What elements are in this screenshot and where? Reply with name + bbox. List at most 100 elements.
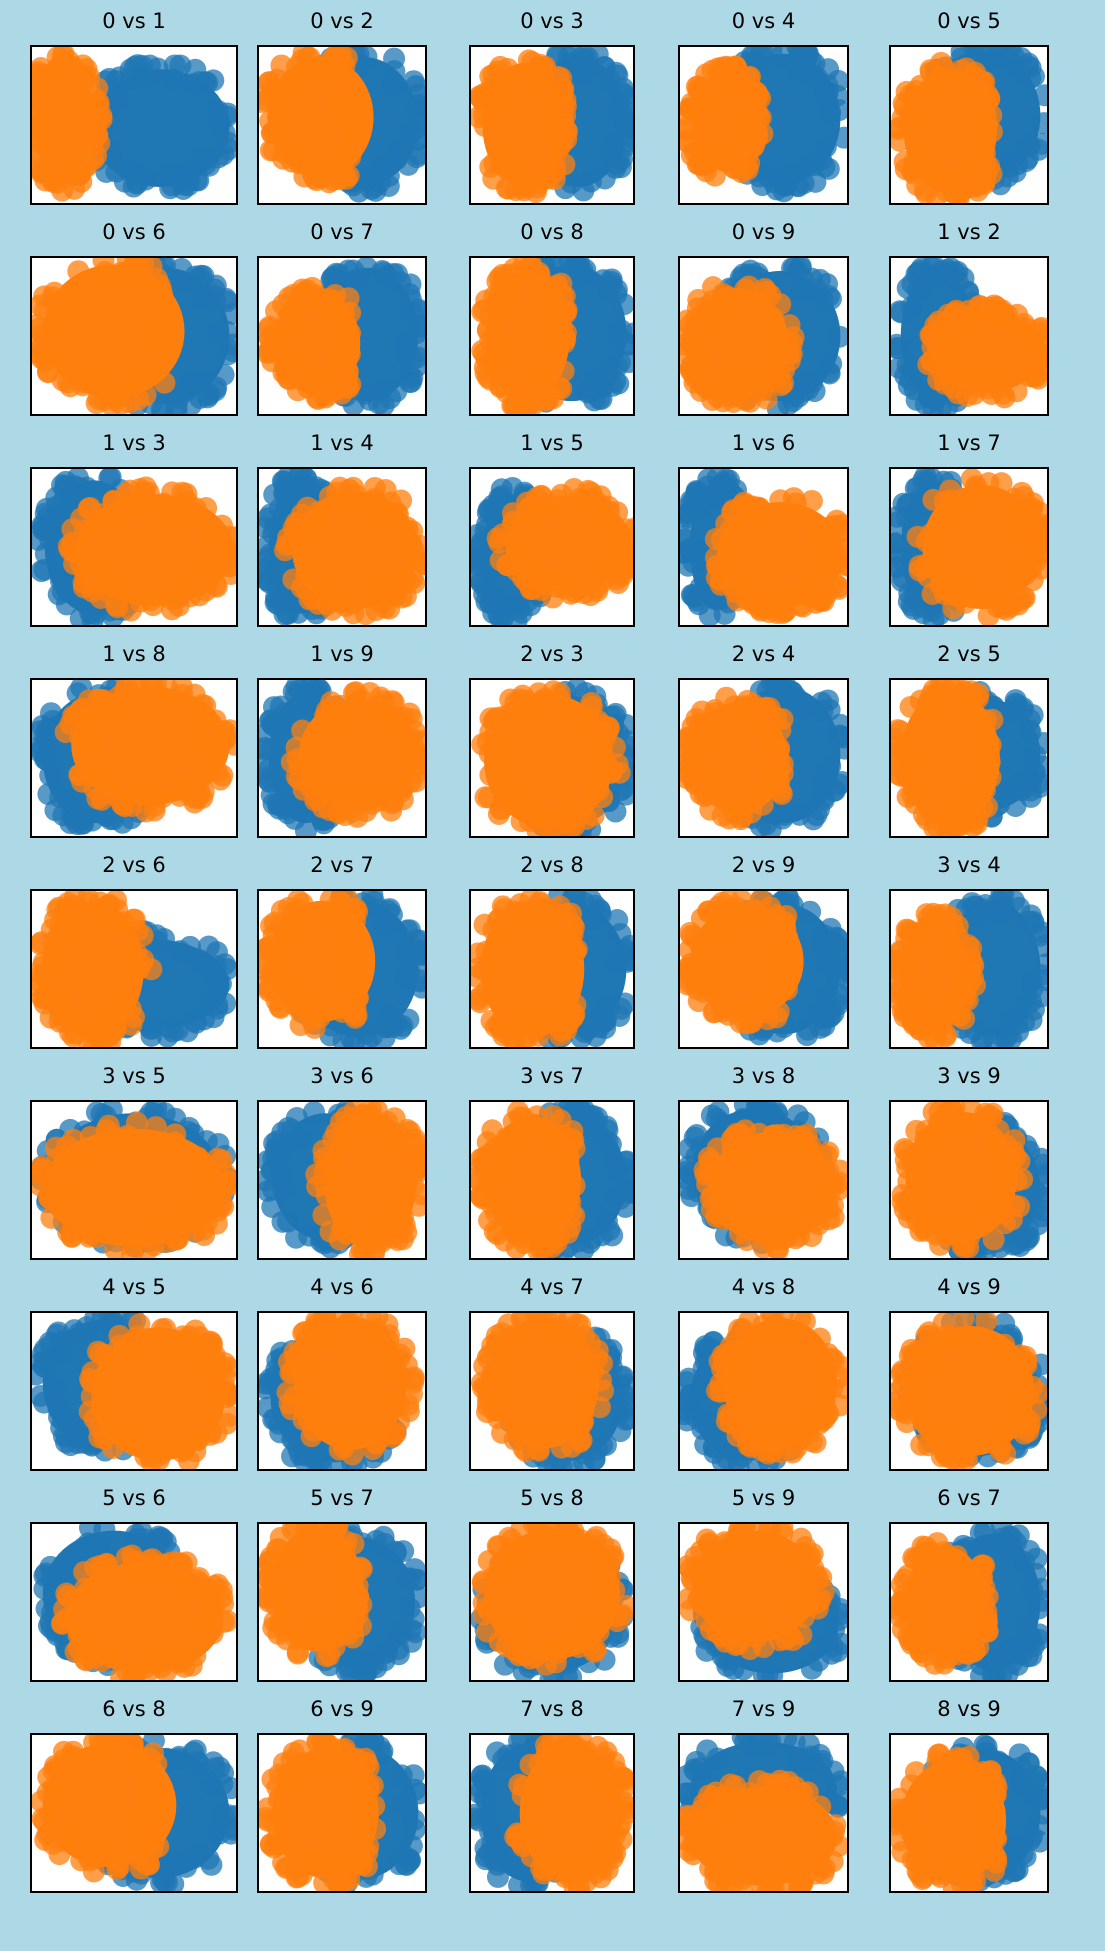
class-a-point — [370, 158, 393, 181]
class-b-point — [276, 358, 299, 381]
class-b-point — [542, 1104, 565, 1127]
class-a-point — [281, 1118, 304, 1141]
class-b-point — [825, 536, 847, 559]
class-b-point — [342, 899, 365, 922]
class-b-point — [580, 692, 603, 715]
class-b-point — [164, 1131, 187, 1154]
class-a-point — [1022, 998, 1045, 1021]
scatter-plot — [259, 47, 425, 203]
class-a-point — [270, 1161, 293, 1184]
class-a-point — [55, 593, 78, 616]
class-a-point — [221, 302, 236, 325]
scatter-panel — [469, 889, 635, 1049]
class-b-points — [54, 680, 236, 823]
class-a-point — [612, 77, 633, 100]
class-b-point — [105, 891, 128, 912]
class-b-point — [46, 926, 69, 949]
class-a-point — [550, 1455, 573, 1469]
scatter-panel — [30, 678, 238, 838]
class-b-point — [401, 520, 424, 543]
class-b-point — [734, 389, 757, 412]
class-b-point — [343, 917, 366, 940]
class-a-point — [413, 126, 425, 149]
class-b-point — [704, 702, 727, 725]
class-b-point — [966, 806, 989, 829]
class-b-point — [703, 1000, 726, 1023]
class-b-point — [624, 517, 633, 540]
class-b-point — [799, 1134, 822, 1157]
class-a-point — [593, 55, 616, 78]
class-a-point — [202, 69, 225, 92]
class-b-point — [891, 107, 914, 130]
scatter-plot — [680, 469, 847, 625]
class-b-point — [337, 164, 360, 187]
scatter-plot — [891, 680, 1047, 836]
class-b-point — [471, 85, 491, 108]
class-b-points — [917, 294, 1047, 409]
subplot: 4 vs 7 — [459, 1268, 645, 1471]
scatter-plot — [471, 891, 633, 1047]
class-a-point — [158, 1016, 181, 1039]
class-b-point — [943, 304, 966, 327]
scatter-plot — [32, 891, 236, 1047]
class-b-point — [121, 1242, 144, 1258]
class-b-point — [510, 810, 533, 833]
class-b-point — [915, 530, 938, 553]
class-b-point — [976, 730, 999, 753]
class-a-point — [1017, 147, 1040, 170]
class-a-point — [59, 812, 82, 835]
class-a-point — [394, 967, 417, 990]
class-b-point — [555, 299, 578, 322]
class-a-point — [61, 790, 84, 813]
scatter-plot — [259, 1102, 425, 1258]
subplot: 1 vs 2 — [879, 213, 1059, 416]
class-b-point — [800, 489, 823, 512]
class-b-point — [521, 565, 544, 588]
class-b-point — [764, 1128, 787, 1151]
subplot-title: 1 vs 8 — [102, 642, 166, 666]
class-b-point — [724, 157, 747, 180]
class-a-point — [1016, 55, 1039, 78]
class-b-points — [680, 55, 774, 187]
class-a-point — [961, 47, 984, 57]
class-b-points — [891, 1102, 1034, 1258]
class-b-point — [87, 91, 110, 114]
subplot-title: 0 vs 4 — [731, 9, 796, 33]
class-a-point — [168, 940, 191, 963]
class-b-point — [79, 1367, 102, 1390]
scatter-panel — [678, 45, 849, 205]
class-b-point — [928, 339, 951, 362]
class-b-point — [62, 1128, 85, 1151]
class-b-points — [891, 680, 1004, 836]
class-b-point — [933, 57, 956, 80]
class-b-points — [693, 1119, 847, 1258]
class-b-points — [471, 680, 631, 836]
class-b-point — [335, 329, 358, 352]
class-a-point — [817, 285, 840, 308]
class-b-point — [391, 1228, 414, 1251]
class-b-point — [903, 1005, 926, 1028]
class-b-point — [45, 1136, 68, 1159]
class-b-point — [353, 1240, 376, 1258]
class-b-point — [933, 913, 956, 936]
class-b-point — [699, 798, 722, 821]
subplot-title: 3 vs 4 — [937, 853, 1001, 877]
class-b-point — [134, 383, 157, 406]
scatter-panel — [678, 1100, 849, 1260]
class-b-point — [307, 592, 330, 615]
class-b-point — [774, 943, 797, 966]
scatter-plot — [471, 47, 633, 203]
class-b-point — [109, 261, 132, 284]
class-b-core — [42, 1128, 226, 1247]
class-a-point — [596, 1119, 619, 1142]
scatter-panel — [257, 1100, 427, 1260]
class-b-point — [553, 577, 576, 600]
class-b-point — [351, 1103, 374, 1126]
class-a-point — [773, 803, 796, 826]
subplot-title: 2 vs 8 — [520, 853, 584, 877]
class-a-point — [810, 148, 833, 171]
scatter-plot — [32, 469, 236, 625]
class-b-point — [305, 284, 328, 307]
class-a-point — [215, 320, 236, 343]
class-b-point — [833, 553, 847, 576]
